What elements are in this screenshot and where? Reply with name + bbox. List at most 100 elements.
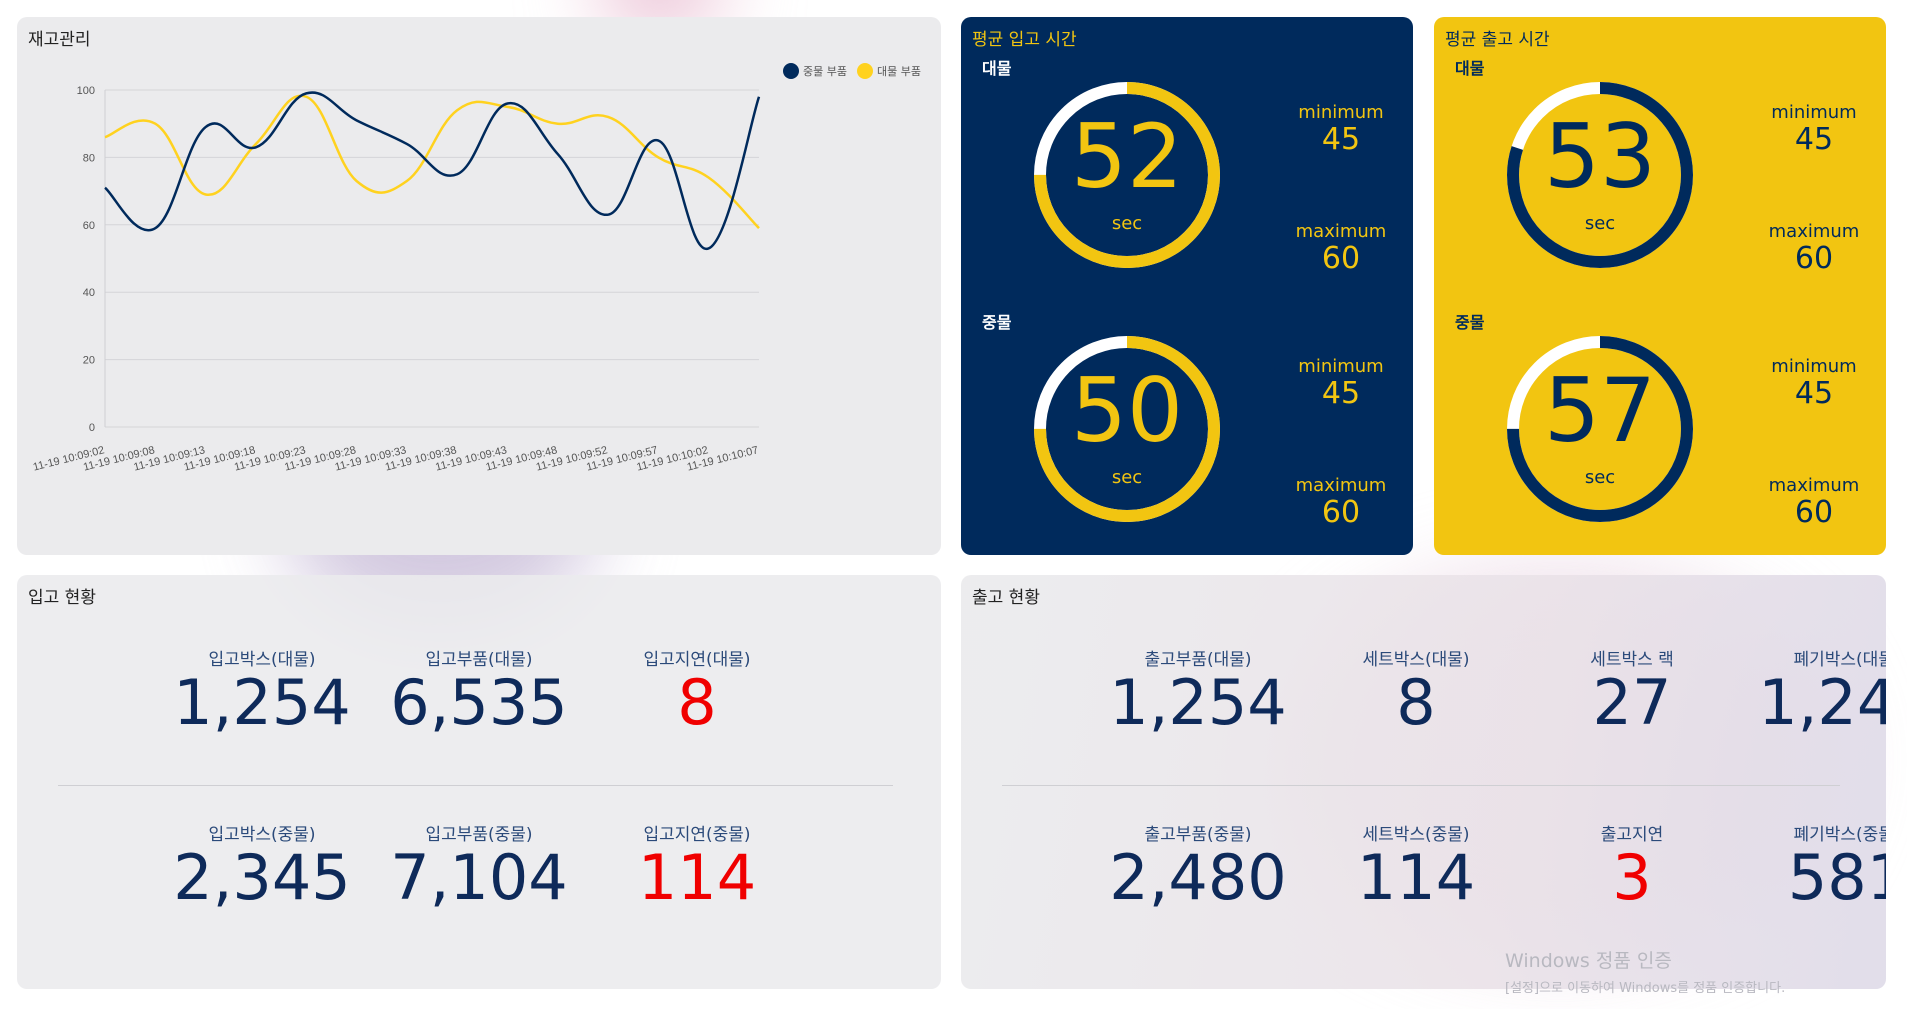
inventory-title: 재고관리 [28,30,91,50]
inbound-time-panel: 평균 입고 시간 대물 52 sec minimum 45 maximum 60… [961,17,1413,555]
gauge-value: 50 [1071,359,1183,462]
minimum-value: 45 [1321,376,1361,411]
outbound-gauge-large: 대물 53 sec minimum 45 maximum 60 [1434,55,1886,305]
outbound-time-panel: 평균 출고 시간 대물 53 sec minimum 45 maximum 60… [1434,17,1886,555]
gauge-value: 53 [1544,105,1656,208]
legend-item-medium[interactable]: 중물 부품 [783,63,847,79]
gauge-maximum: maximum 60 [1744,222,1884,276]
stat-value: 1,240 [1758,666,1886,739]
minimum-value: 45 [1321,122,1361,157]
chart-legend: 중물 부품 대물 부품 [783,63,921,79]
stat-inbound-delay-large: 입고지연(대물) 8 [597,649,797,735]
maximum-label: maximum [1768,475,1860,496]
gauge-label: 중물 [1455,313,1485,332]
gauge: 50 sec [1031,333,1223,525]
outbound-time-title: 평균 출고 시간 [1445,30,1550,50]
stat-setbox-large: 세트박스(대물) 8 [1316,649,1516,735]
gauge: 53 sec [1504,79,1696,271]
gauge-minimum: minimum 45 [1744,357,1884,411]
stat-inbound-delay-medium: 입고지연(중물) 114 [597,824,797,910]
y-tick-label: 100 [77,85,95,97]
stat-value: 8 [677,666,717,739]
gauge-maximum: maximum 60 [1744,476,1884,530]
stat-setbox-medium: 세트박스(중물) 114 [1316,824,1516,910]
gauge-fill-arc [1034,336,1220,522]
stat-value: 7,104 [390,841,568,914]
minimum-label: minimum [1298,102,1384,123]
gauge: 57 sec [1504,333,1696,525]
inbound-gauge-large: 대물 52 sec minimum 45 maximum 60 [961,55,1413,305]
outbound-gauge-medium: 중물 57 sec minimum 45 maximum 60 [1434,309,1886,555]
series-line-medium-parts [104,91,761,250]
gauge-label: 대물 [982,59,1012,78]
gauge-maximum: maximum 60 [1271,222,1411,276]
stat-value: 27 [1592,666,1672,739]
y-tick-label: 80 [83,152,95,164]
stat-value: 8 [1396,666,1436,739]
series-line-large-parts [104,94,760,230]
stat-outbound-parts-medium: 출고부품(중물) 2,480 [1098,824,1298,910]
minimum-label: minimum [1298,356,1384,377]
stat-label: 세트박스(중물) [1362,825,1470,845]
maximum-label: maximum [1295,221,1387,242]
stat-label: 입고박스(대물) [208,650,316,670]
stat-value: 114 [637,841,757,914]
gauge-minimum: minimum 45 [1744,103,1884,157]
divider [58,785,893,786]
stat-label: 폐기박스(중물) [1793,825,1886,845]
legend-label-medium: 중물 부품 [803,65,848,78]
gauge-maximum: maximum 60 [1271,476,1411,530]
stat-value: 1,254 [1109,666,1287,739]
stat-value: 1,254 [173,666,351,739]
gauge-value: 52 [1071,105,1183,208]
stat-label: 출고부품(중물) [1144,825,1252,845]
gauge-label: 대물 [1455,59,1485,78]
stat-outbound-parts-large: 출고부품(대물) 1,254 [1098,649,1298,735]
stat-label: 출고부품(대물) [1144,650,1252,670]
y-tick-label: 40 [83,287,95,299]
stat-value: 2,480 [1109,841,1287,914]
gauge-minimum: minimum 45 [1271,103,1411,157]
gauge-unit: sec [1584,467,1616,488]
gauge-fill-arc [1034,82,1220,268]
legend-dot-large [857,63,874,79]
stat-value: 2,345 [173,841,351,914]
stat-label: 입고박스(중물) [208,825,316,845]
stat-inbound-parts-large: 입고부품(대물) 6,535 [379,649,579,735]
inbound-time-title: 평균 입고 시간 [972,30,1077,50]
stat-inbound-parts-medium: 입고부품(중물) 7,104 [379,824,579,910]
stat-value: 6,535 [390,666,568,739]
outbound-status-title: 출고 현황 [972,588,1040,608]
inbound-gauge-medium: 중물 50 sec minimum 45 maximum 60 [961,309,1413,555]
legend-label-large: 대물 부품 [877,65,921,78]
gauge-minimum: minimum 45 [1271,357,1411,411]
stat-label: 출고지연 [1600,825,1664,845]
stat-waste-box-medium: 폐기박스(중물) 581 [1747,824,1886,910]
gauge-fill-arc [1507,336,1693,522]
stat-inbound-box-large: 입고박스(대물) 1,254 [162,649,362,735]
stat-value: 114 [1356,841,1476,914]
windows-activation-watermark: Windows 정품 인증 [설정]으로 이동하여 Windows를 정품 인증… [1505,946,1785,996]
maximum-value: 60 [1321,495,1361,530]
divider [1002,785,1840,786]
stat-inbound-box-medium: 입고박스(중물) 2,345 [162,824,362,910]
stat-value: 3 [1612,841,1652,914]
watermark-subtitle: [설정]으로 이동하여 Windows를 정품 인증합니다. [1505,981,1786,996]
maximum-label: maximum [1768,221,1860,242]
gauge: 52 sec [1031,79,1223,271]
stat-label: 입고지연(중물) [643,825,751,845]
maximum-value: 60 [1321,241,1361,276]
gauge-value: 57 [1544,359,1656,462]
outbound-status-panel: 출고 현황 출고부품(대물) 1,254 세트박스(대물) 8 세트박스 랙 2… [961,575,1886,989]
stat-label: 입고부품(중물) [425,825,533,845]
stat-label: 세트박스 랙 [1590,650,1674,670]
legend-item-large[interactable]: 대물 부품 [857,63,921,79]
gauge-fill-arc [1507,82,1693,268]
stat-label: 폐기박스(대물) [1793,650,1886,670]
maximum-value: 60 [1794,495,1834,530]
stat-label: 입고부품(대물) [425,650,533,670]
minimum-label: minimum [1771,356,1857,377]
gauge-unit: sec [1584,213,1616,234]
legend-dot-medium [783,63,800,79]
watermark-title: Windows 정품 인증 [1505,950,1672,972]
